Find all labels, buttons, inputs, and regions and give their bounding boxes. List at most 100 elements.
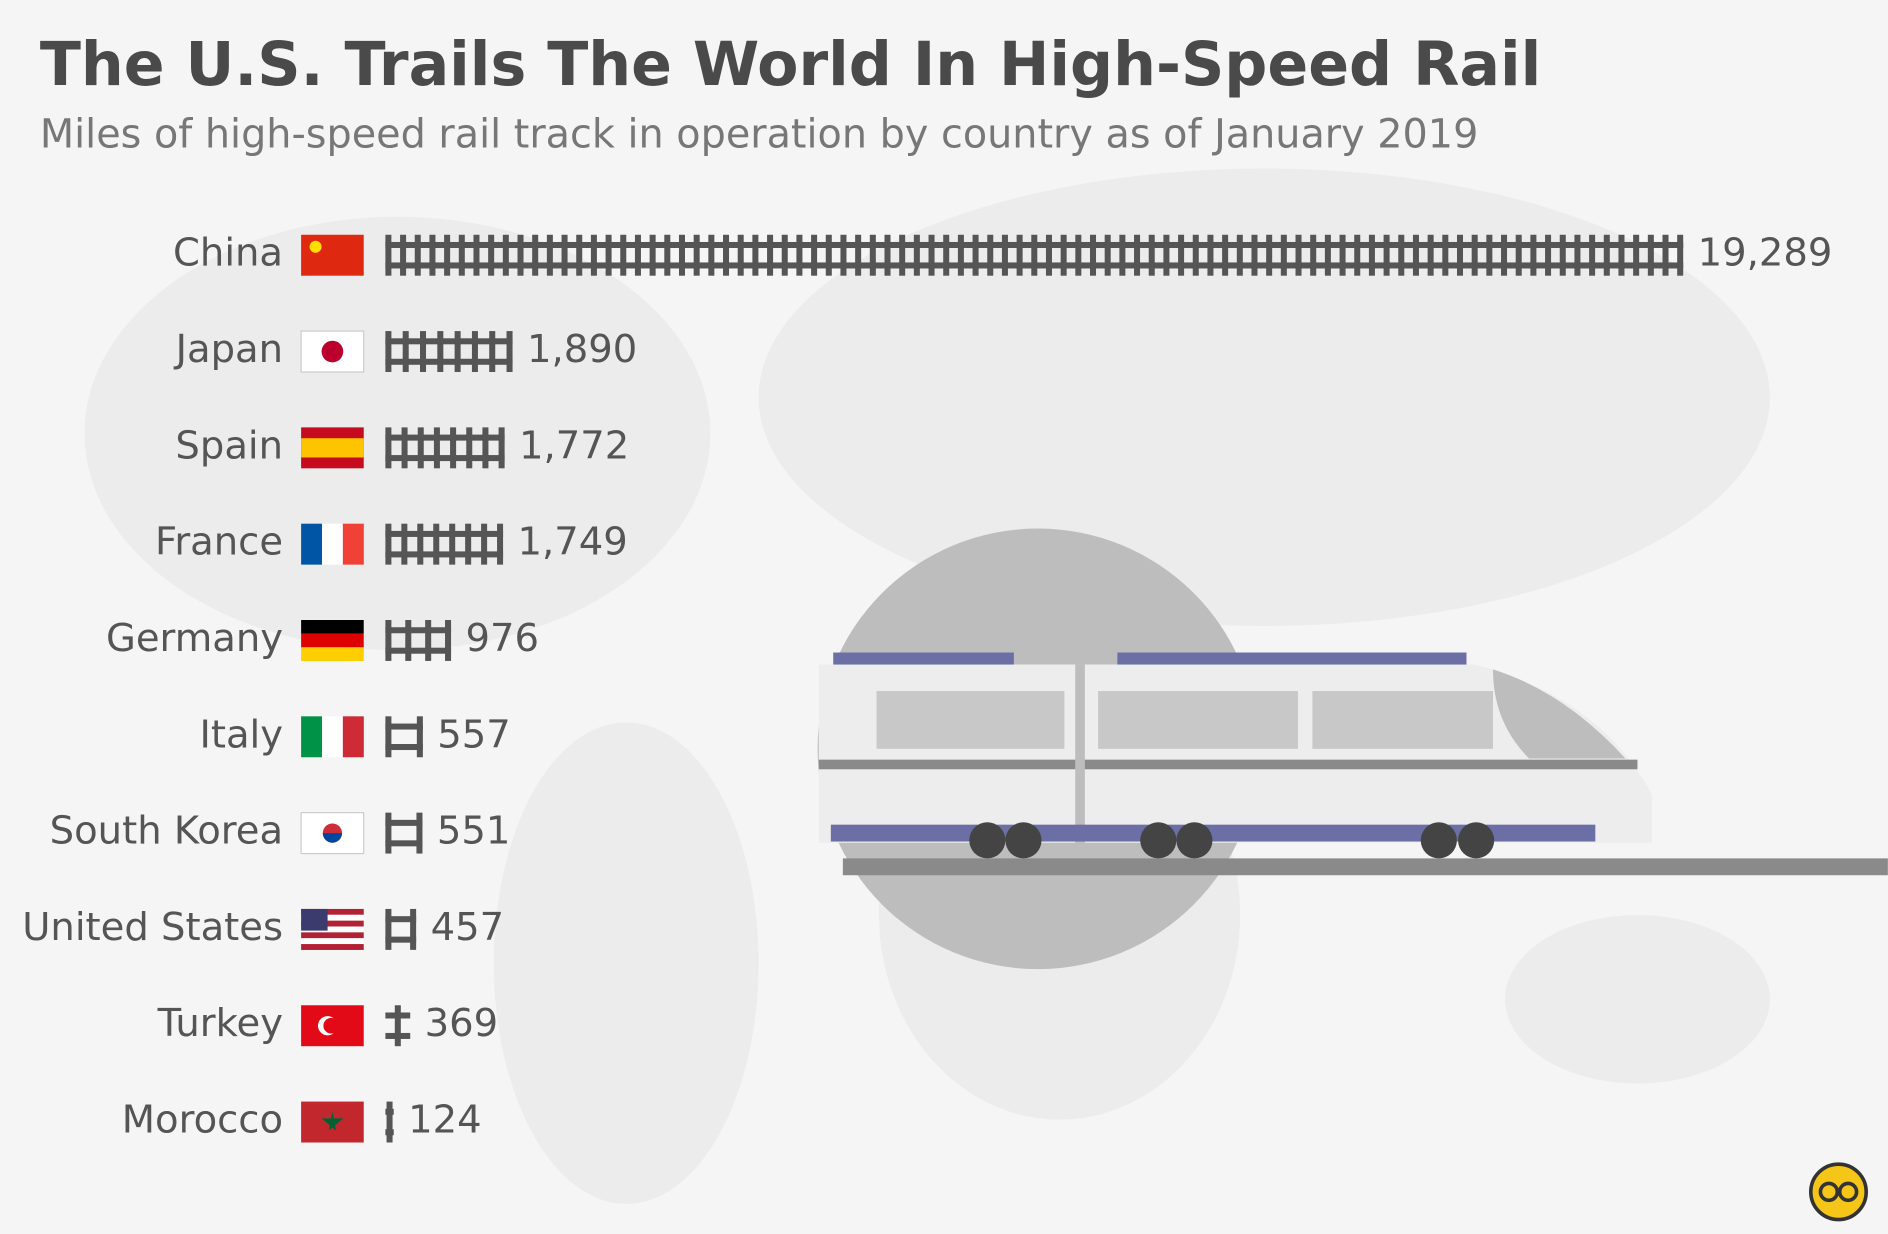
tie bbox=[972, 234, 979, 276]
tie bbox=[884, 234, 891, 276]
category-label: Spain bbox=[175, 423, 283, 468]
tie bbox=[1677, 234, 1684, 276]
tie bbox=[913, 234, 920, 276]
flag bbox=[301, 523, 364, 565]
flag bbox=[301, 716, 364, 758]
tie bbox=[385, 331, 392, 373]
tie bbox=[708, 234, 715, 276]
tie bbox=[1603, 234, 1610, 276]
flag-band bbox=[301, 926, 364, 933]
tie bbox=[498, 427, 505, 469]
tie bbox=[987, 234, 994, 276]
tie bbox=[943, 234, 950, 276]
tie bbox=[1647, 234, 1654, 276]
tie bbox=[1178, 234, 1185, 276]
flag-band bbox=[301, 620, 364, 634]
tie bbox=[1633, 234, 1640, 276]
tie bbox=[1456, 234, 1464, 276]
flag bbox=[300, 812, 365, 855]
value-label: 1,890 bbox=[527, 327, 637, 372]
tie bbox=[1207, 234, 1214, 276]
tie bbox=[1368, 234, 1375, 276]
bar bbox=[385, 620, 452, 661]
tie bbox=[1060, 234, 1067, 276]
tie bbox=[546, 234, 553, 276]
logo bbox=[1809, 1162, 1868, 1222]
rail bbox=[385, 647, 452, 654]
tie bbox=[1266, 234, 1273, 276]
tie bbox=[649, 234, 656, 276]
rail bbox=[385, 936, 417, 943]
tie bbox=[1471, 234, 1478, 276]
rail bbox=[385, 819, 423, 826]
tie bbox=[489, 331, 496, 373]
tie bbox=[433, 427, 440, 469]
tie bbox=[767, 234, 774, 276]
tie bbox=[1339, 234, 1346, 276]
tie bbox=[385, 523, 392, 565]
tie bbox=[417, 427, 424, 469]
flag-band bbox=[301, 438, 364, 458]
rail bbox=[385, 455, 505, 462]
flag-disc bbox=[321, 340, 344, 363]
flag bbox=[301, 1005, 364, 1047]
tie bbox=[840, 234, 847, 276]
tie bbox=[1134, 234, 1141, 276]
category-label: Morocco bbox=[122, 1098, 283, 1143]
value-label: 457 bbox=[431, 905, 505, 950]
rail bbox=[385, 916, 417, 923]
tie bbox=[1530, 234, 1537, 276]
flag bbox=[300, 330, 365, 373]
flag bbox=[301, 234, 364, 276]
tie bbox=[502, 234, 509, 276]
category-label: United States bbox=[22, 905, 283, 950]
tie bbox=[1119, 234, 1126, 276]
tie bbox=[454, 331, 461, 373]
flag-band bbox=[301, 914, 364, 921]
tie bbox=[634, 234, 641, 276]
value-label: 1,772 bbox=[519, 423, 629, 468]
category-label: Turkey bbox=[157, 1001, 283, 1046]
category-label: France bbox=[155, 520, 283, 565]
category-label: China bbox=[173, 231, 283, 276]
tie bbox=[425, 620, 432, 661]
tie bbox=[1104, 234, 1111, 276]
tie bbox=[488, 234, 495, 276]
tie bbox=[394, 1005, 401, 1047]
tie bbox=[723, 234, 730, 276]
bar bbox=[385, 427, 505, 469]
rail bbox=[385, 338, 513, 345]
rail bbox=[385, 358, 513, 365]
tie bbox=[437, 331, 444, 373]
tie bbox=[416, 716, 423, 758]
tie bbox=[410, 908, 417, 950]
tie bbox=[385, 427, 392, 469]
tie bbox=[1354, 234, 1361, 276]
tie bbox=[386, 1101, 393, 1143]
tie bbox=[385, 812, 392, 854]
rail bbox=[385, 434, 505, 441]
tie bbox=[1192, 234, 1199, 276]
tie bbox=[414, 234, 421, 276]
flag-field bbox=[301, 234, 364, 276]
tie bbox=[1310, 234, 1317, 276]
bar bbox=[385, 523, 504, 565]
tie bbox=[401, 427, 408, 469]
tie bbox=[401, 523, 408, 565]
flag bbox=[301, 427, 364, 469]
tie bbox=[473, 234, 480, 276]
flag-band bbox=[301, 908, 364, 915]
rail bbox=[385, 551, 504, 558]
tie bbox=[465, 523, 472, 565]
value-label: 976 bbox=[466, 616, 540, 661]
tie bbox=[481, 523, 488, 565]
bar bbox=[385, 234, 1684, 276]
tie bbox=[445, 620, 452, 661]
tie bbox=[497, 523, 504, 565]
tie bbox=[1398, 234, 1405, 276]
tie bbox=[928, 234, 935, 276]
tie bbox=[385, 716, 392, 758]
bar bbox=[385, 1101, 394, 1143]
tie bbox=[471, 331, 478, 373]
tie bbox=[1222, 234, 1229, 276]
